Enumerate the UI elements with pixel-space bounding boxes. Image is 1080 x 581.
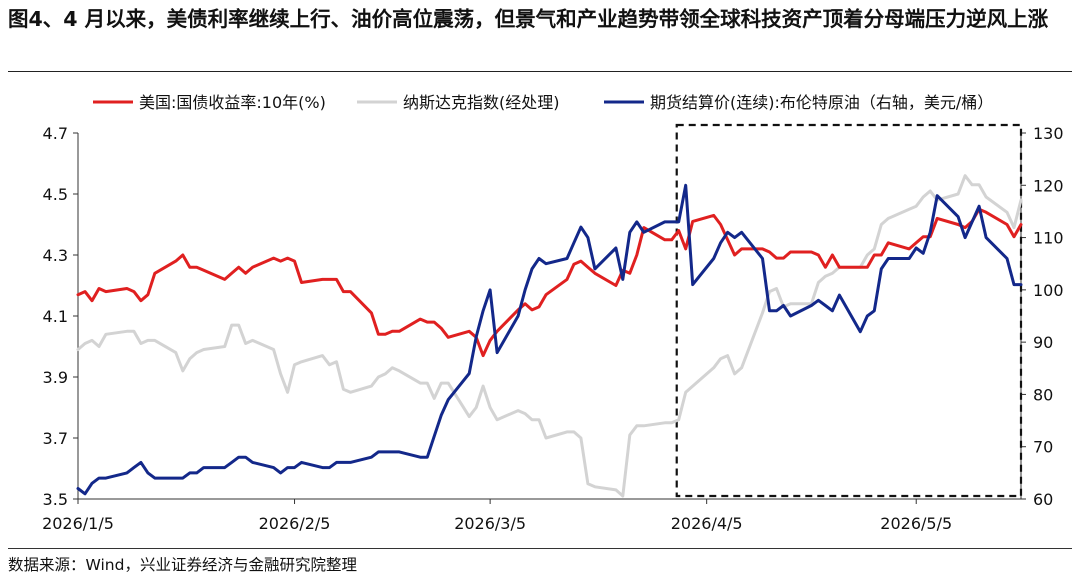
- y-tick-label-right: 60: [1033, 490, 1053, 509]
- title-rule: [8, 71, 1072, 72]
- y-tick-label-right: 90: [1033, 333, 1053, 352]
- chart: 美国:国债收益率:10年(%) 纳斯达克指数(经处理) 期货结算价(连续):布伦特原…: [42, 93, 1063, 533]
- legend-label-2: 期货结算价(连续):布伦特原油（右轴，美元/桶）: [650, 93, 993, 112]
- series-line-2: [76, 183, 1023, 496]
- x-tick-label: 2026/5/5: [880, 514, 952, 533]
- axes: 3.5 3.7 3.9 4.1 4.3 4.5 4.7 60 70 80 90 100 110 120 13…: [42, 124, 1063, 533]
- y-tick-label-left: 3.7: [43, 429, 68, 448]
- y-tick-label-right: 130: [1033, 124, 1064, 143]
- figure-title: 图4、4 月以来，美债利率继续上行、油价高位震荡，但景气和产业趋势带领全球科技资…: [8, 7, 1049, 31]
- y-tick-label-right: 110: [1033, 229, 1064, 248]
- series-line-1: [76, 174, 1023, 498]
- y-tick-label-right: 70: [1033, 438, 1053, 457]
- source-rule: [8, 548, 1072, 549]
- x-tick-label: 2026/1/5: [42, 514, 114, 533]
- source-note: 数据来源：Wind，兴业证券经济与金融研究院整理: [8, 556, 357, 574]
- y-tick-label-right: 120: [1033, 176, 1064, 195]
- x-tick-label: 2026/2/5: [259, 514, 331, 533]
- x-tick-label: 2026/3/5: [454, 514, 526, 533]
- y-tick-label-left: 4.3: [43, 246, 68, 265]
- y-tick-label-right: 80: [1033, 385, 1053, 404]
- y-tick-label-left: 4.1: [43, 307, 68, 326]
- legend-label-0: 美国:国债收益率:10年(%): [139, 93, 326, 112]
- x-tick-label: 2026/4/5: [671, 514, 743, 533]
- y-tick-label-right: 100: [1033, 281, 1064, 300]
- legend: 美国:国债收益率:10年(%) 纳斯达克指数(经处理) 期货结算价(连续):布伦特原…: [93, 93, 993, 112]
- legend-label-1: 纳斯达克指数(经处理): [403, 93, 560, 112]
- y-tick-label-left: 4.5: [43, 185, 68, 204]
- dashed-highlight-box: [675, 123, 1023, 498]
- y-tick-label-left: 3.5: [43, 490, 68, 509]
- series-layer: [76, 174, 1023, 498]
- y-tick-label-left: 3.9: [43, 368, 68, 387]
- y-tick-label-left: 4.7: [43, 124, 68, 143]
- highlight-box: [675, 123, 1023, 498]
- series-line-0: [76, 207, 1023, 358]
